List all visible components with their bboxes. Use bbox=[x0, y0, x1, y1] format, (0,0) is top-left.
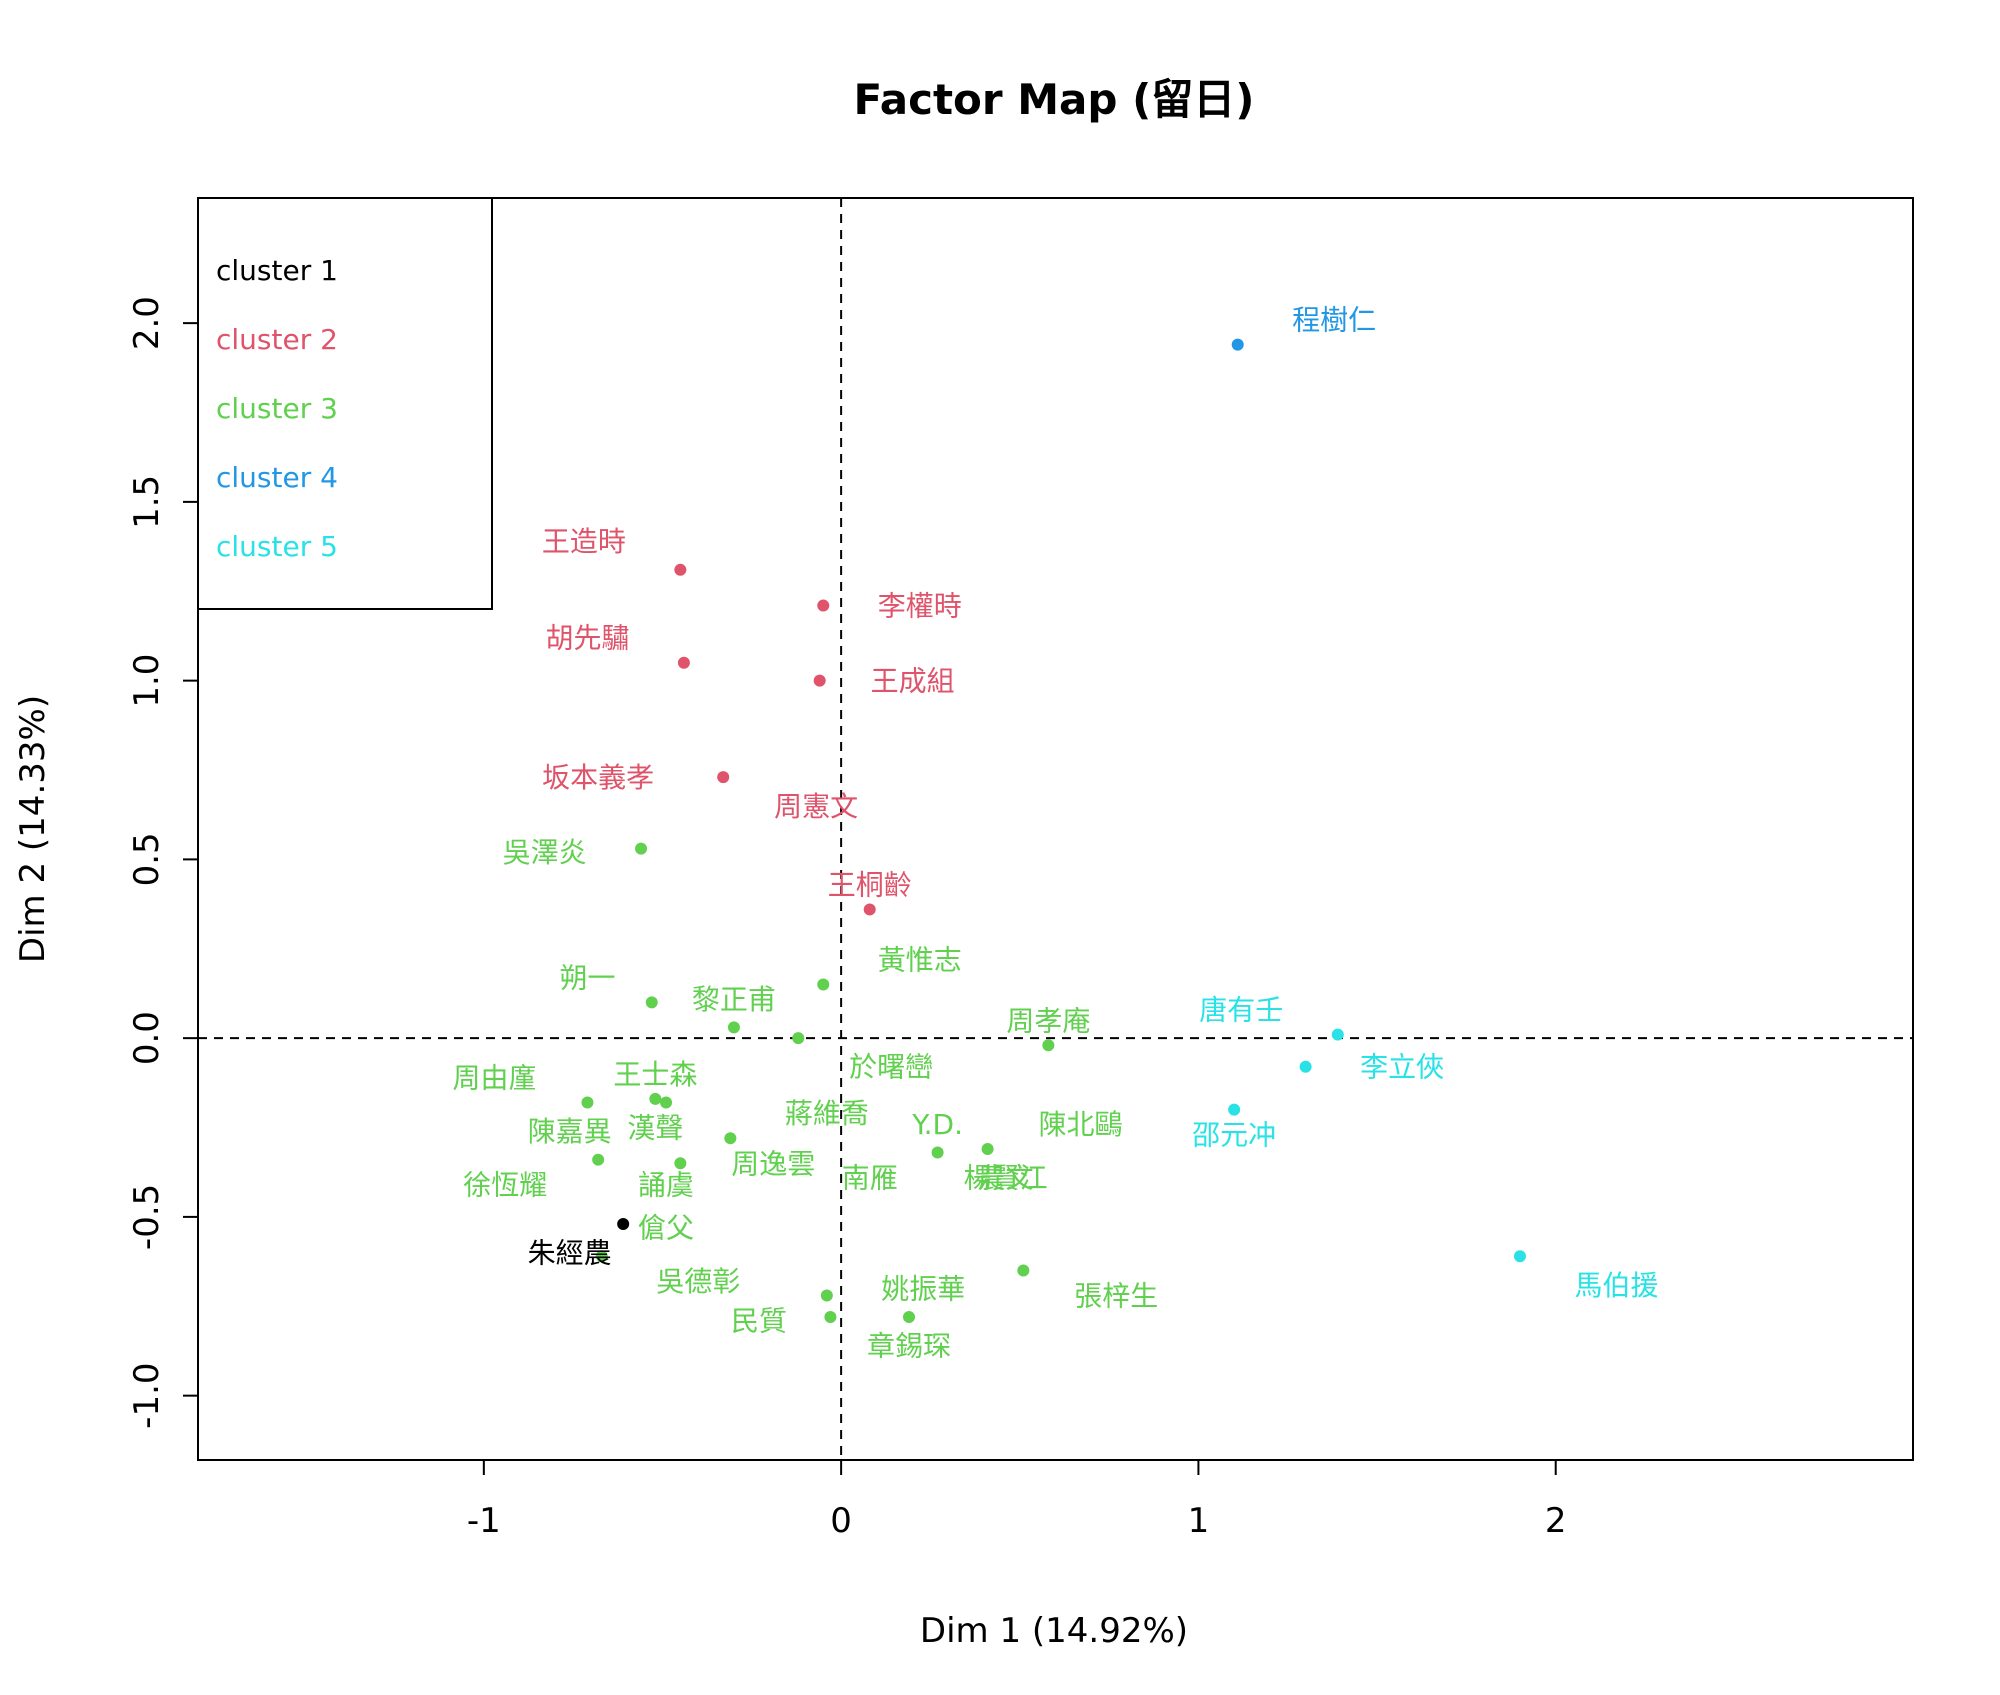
point-label: 徐恆耀 bbox=[463, 1169, 547, 1202]
point-label: 吳澤炎 bbox=[503, 836, 587, 869]
point-cluster-2 bbox=[674, 563, 687, 576]
chart-title: Factor Map (留日) bbox=[854, 75, 1255, 124]
point-cluster-3 bbox=[981, 1142, 994, 1155]
point-cluster-5 bbox=[1299, 1060, 1312, 1073]
point-cluster-3 bbox=[581, 1096, 594, 1109]
legend: cluster 1 cluster 2 cluster 3 cluster 4 clus… bbox=[197, 197, 493, 610]
point-label: 蔣維喬 bbox=[785, 1097, 869, 1130]
point-label: 誦虞 bbox=[638, 1169, 694, 1202]
point-label: 王桐齡 bbox=[828, 868, 912, 901]
point-label: 朱經農 bbox=[528, 1237, 612, 1270]
point-label: 陳嘉異 bbox=[528, 1115, 612, 1148]
y-tick-label: -0.5 bbox=[127, 1184, 167, 1250]
point-label: 民質 bbox=[731, 1305, 787, 1338]
point-label: 傖父 bbox=[638, 1212, 694, 1245]
point-cluster-5 bbox=[1513, 1250, 1526, 1263]
point-label: 周逸雲 bbox=[731, 1147, 815, 1180]
point-label: 農文 bbox=[977, 1162, 1033, 1195]
point-cluster-3 bbox=[1042, 1039, 1055, 1052]
x-tick-label: 1 bbox=[1188, 1501, 1210, 1541]
point-label: 南雁 bbox=[842, 1162, 898, 1195]
point-label: 唐有壬 bbox=[1199, 994, 1283, 1027]
y-tick-label: -1.0 bbox=[127, 1362, 167, 1428]
point-label: 姚振華 bbox=[881, 1272, 965, 1305]
point-label: 坂本義孝 bbox=[542, 761, 654, 794]
point-cluster-3 bbox=[724, 1132, 737, 1145]
point-label: 王造時 bbox=[542, 525, 626, 558]
point-label: 周憲文 bbox=[774, 790, 858, 823]
point-cluster-4 bbox=[1231, 338, 1244, 351]
point-cluster-3 bbox=[660, 1096, 673, 1109]
point-cluster-3 bbox=[595, 1250, 608, 1263]
point-label: 李權時 bbox=[878, 590, 962, 623]
point-cluster-2 bbox=[677, 656, 690, 669]
y-tick-label: 0.0 bbox=[127, 1011, 167, 1065]
point-cluster-3 bbox=[792, 1032, 805, 1045]
point-cluster-3 bbox=[727, 1021, 740, 1034]
point-label: 章錫琛 bbox=[867, 1330, 951, 1363]
point-cluster-3 bbox=[649, 1092, 662, 1105]
point-label: 馬伯援 bbox=[1574, 1269, 1658, 1302]
point-label: 王士森 bbox=[613, 1058, 697, 1091]
x-tick-label: 0 bbox=[830, 1501, 852, 1541]
point-label: 楊賢江 bbox=[963, 1162, 1047, 1195]
x-axis: -1 0 1 2 bbox=[467, 1459, 1567, 1541]
point-cluster-3 bbox=[635, 842, 648, 855]
y-tick-label: 1.0 bbox=[127, 654, 167, 708]
point-cluster-3 bbox=[645, 996, 658, 1009]
y-tick-label: 1.5 bbox=[127, 475, 167, 529]
x-tick-label: 2 bbox=[1545, 1501, 1567, 1541]
point-label: 程樹仁 bbox=[1292, 304, 1376, 337]
point-label: 周孝庵 bbox=[1006, 1004, 1090, 1037]
point-cluster-3 bbox=[820, 1289, 833, 1302]
legend-entry-cluster-4: cluster 4 bbox=[216, 461, 338, 494]
point-cluster-2 bbox=[863, 903, 876, 916]
point-cluster-3 bbox=[1017, 1264, 1030, 1277]
point-label: 張梓生 bbox=[1074, 1280, 1158, 1313]
point-cluster-2 bbox=[813, 674, 826, 687]
legend-box bbox=[197, 197, 493, 610]
point-label: 周由廑 bbox=[453, 1061, 537, 1094]
point-cluster-5 bbox=[1228, 1103, 1241, 1116]
legend-entry-cluster-2: cluster 2 bbox=[216, 323, 338, 356]
points-layer bbox=[581, 338, 1526, 1323]
point-label: 邵元冲 bbox=[1192, 1119, 1276, 1152]
legend-entry-cluster-5: cluster 5 bbox=[216, 530, 338, 563]
point-cluster-3 bbox=[817, 978, 830, 991]
y-axis-label: Dim 2 (14.33%) bbox=[13, 695, 53, 963]
x-axis-label: Dim 1 (14.92%) bbox=[920, 1611, 1188, 1651]
point-cluster-3 bbox=[592, 1153, 605, 1166]
point-label: 朔一 bbox=[559, 961, 615, 994]
point-label: 李立俠 bbox=[1360, 1051, 1444, 1084]
point-cluster-3 bbox=[674, 1157, 687, 1170]
point-cluster-3 bbox=[903, 1310, 916, 1323]
point-label: 陳北鷗 bbox=[1039, 1108, 1123, 1141]
point-label: 漢聲 bbox=[627, 1112, 683, 1145]
point-label: 胡先驌 bbox=[545, 622, 629, 655]
point-cluster-2 bbox=[717, 771, 730, 784]
point-cluster-3 bbox=[931, 1146, 944, 1159]
legend-entry-cluster-1: cluster 1 bbox=[216, 254, 338, 287]
point-cluster-5 bbox=[1331, 1028, 1344, 1041]
point-label: 王成組 bbox=[871, 665, 955, 698]
point-label: 吳德彰 bbox=[656, 1265, 740, 1298]
point-label: 黃惟志 bbox=[878, 943, 962, 976]
x-tick-label: -1 bbox=[467, 1501, 501, 1541]
point-cluster-3 bbox=[824, 1310, 837, 1323]
y-axis: -1.0 -0.5 0.0 0.5 1.0 1.5 2.0 bbox=[127, 296, 199, 1429]
legend-entry-cluster-3: cluster 3 bbox=[216, 392, 338, 425]
point-label: 於曙巒 bbox=[849, 1051, 933, 1084]
point-label: Y.D. bbox=[911, 1108, 963, 1141]
point-cluster-2 bbox=[817, 599, 830, 612]
y-tick-label: 2.0 bbox=[127, 296, 167, 350]
point-cluster-1 bbox=[617, 1218, 630, 1231]
y-tick-label: 0.5 bbox=[127, 832, 167, 886]
point-label: 黎正甫 bbox=[692, 983, 776, 1016]
